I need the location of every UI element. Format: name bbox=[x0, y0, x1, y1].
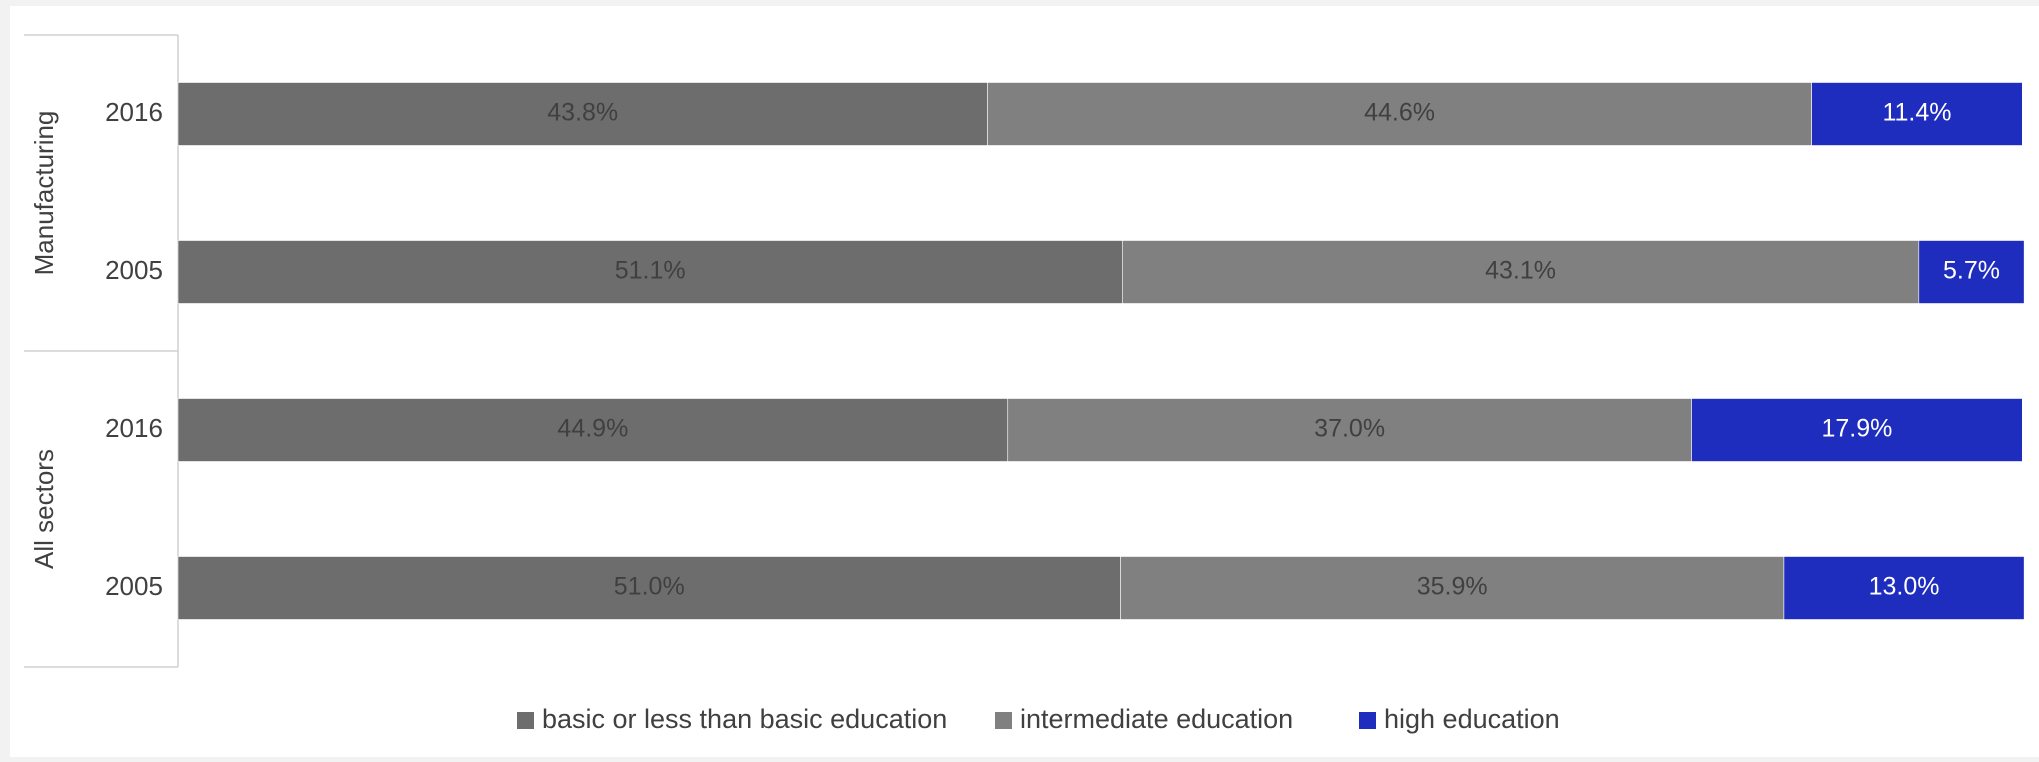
bar-segment-intermediate-education bbox=[1122, 240, 1920, 304]
data-label: 44.6% bbox=[1364, 99, 1435, 127]
data-label: 43.8% bbox=[547, 99, 618, 127]
data-label: 13.0% bbox=[1869, 573, 1940, 601]
legend-swatch-high-education bbox=[1359, 712, 1376, 729]
data-label: 11.4% bbox=[1882, 99, 1951, 127]
stacked-bar-chart: Manufacturing 2016 43.8% 44.6% 11.4% 2005 51.1… bbox=[24, 34, 2025, 734]
bar-segment-basic-or-less-than-basic-education bbox=[177, 556, 1121, 620]
year-label: 2016 bbox=[105, 413, 163, 443]
year-label: 2016 bbox=[105, 97, 163, 127]
legend-swatch-intermediate-education bbox=[995, 712, 1012, 729]
data-label: 51.1% bbox=[615, 257, 686, 285]
bar-segment-basic-or-less-than-basic-education bbox=[177, 240, 1123, 304]
year-label: 2005 bbox=[105, 571, 163, 601]
data-label: 35.9% bbox=[1417, 573, 1488, 601]
chart-frame: Manufacturing 2016 43.8% 44.6% 11.4% 2005 51.1… bbox=[10, 6, 2039, 757]
bar-segment-high-education bbox=[1918, 240, 2025, 304]
bar-segment-intermediate-education bbox=[1120, 556, 1785, 620]
group-label-all-sectors: All sectors bbox=[29, 449, 59, 569]
legend-label-basic-or-less-than-basic-education: basic or less than basic education bbox=[542, 704, 947, 734]
data-label: 37.0% bbox=[1314, 415, 1385, 443]
bar-segment-high-education bbox=[1811, 82, 2023, 146]
data-label: 5.7% bbox=[1943, 257, 2000, 285]
bar-segment-basic-or-less-than-basic-education bbox=[177, 82, 988, 146]
data-label: 44.9% bbox=[557, 415, 628, 443]
legend-label-intermediate-education: intermediate education bbox=[1020, 704, 1293, 734]
data-label: 43.1% bbox=[1485, 257, 1556, 285]
year-label: 2005 bbox=[105, 255, 163, 285]
group-label-manufacturing: Manufacturing bbox=[29, 111, 59, 276]
bar-segment-high-education bbox=[1691, 398, 2023, 462]
data-label: 17.9% bbox=[1821, 415, 1892, 443]
data-label: 51.0% bbox=[614, 573, 685, 601]
legend-swatch-basic-or-less-than-basic-education bbox=[517, 712, 534, 729]
legend-label-high-education: high education bbox=[1384, 704, 1560, 734]
bar-segment-intermediate-education bbox=[987, 82, 1812, 146]
bar-segment-high-education bbox=[1783, 556, 2025, 620]
bar-segment-basic-or-less-than-basic-education bbox=[177, 398, 1009, 462]
